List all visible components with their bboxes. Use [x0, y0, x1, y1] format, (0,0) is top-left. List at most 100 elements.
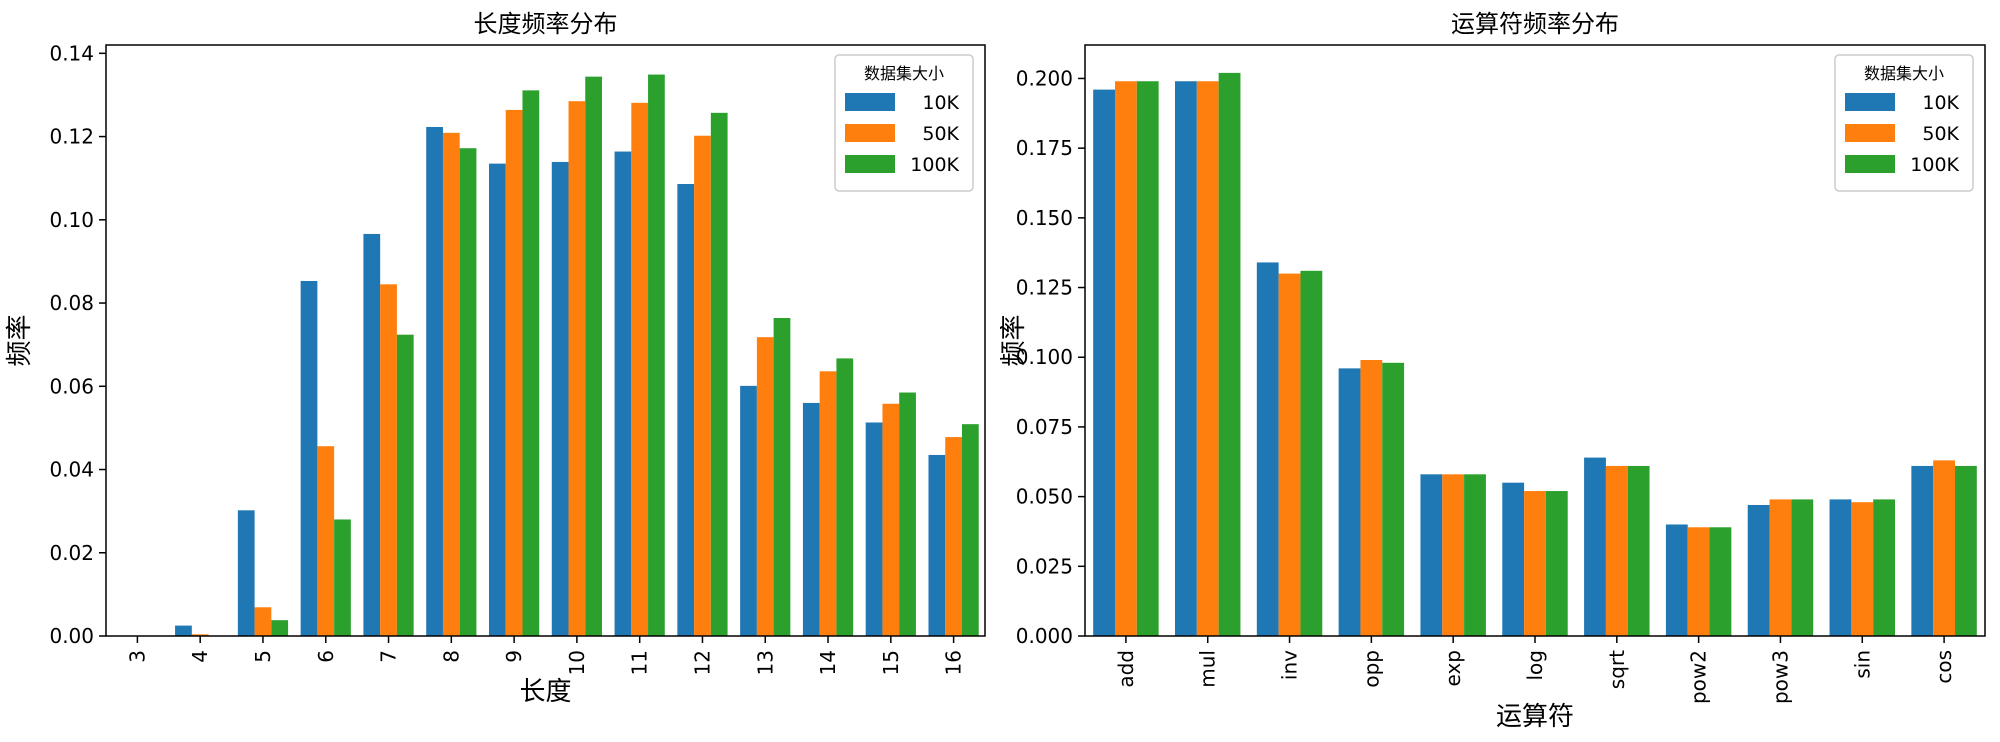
bar-10k-mul [1175, 81, 1197, 637]
y-tick-label: 0.175 [1016, 136, 1073, 160]
bar-10k-9 [488, 163, 506, 636]
bar-50k-6 [317, 446, 335, 636]
bar-100k-7 [396, 334, 414, 636]
legend: 数据集大小 10K 50K 100K [1834, 54, 1974, 192]
bar-100k-14 [836, 358, 854, 636]
x-tick-label: 12 [690, 650, 714, 675]
bar-10k-16 [928, 454, 946, 636]
x-tick-label: 10 [565, 650, 589, 675]
bar-100k-exp [1464, 474, 1486, 636]
bar-50k-11 [631, 102, 649, 636]
bar-100k-sin [1873, 499, 1895, 636]
bar-50k-log [1524, 491, 1546, 636]
legend-label-10k: 10K [1922, 92, 1959, 114]
bar-10k-7 [363, 233, 381, 636]
y-tick-label: 0.125 [1016, 276, 1073, 300]
plot-frame [105, 44, 986, 637]
bar-100k-mul [1218, 72, 1241, 636]
x-tick-label: 3 [125, 650, 149, 663]
bar-50k-9 [505, 109, 523, 636]
legend-swatch-10k [845, 93, 895, 111]
bar-50k-15 [882, 403, 900, 636]
bar-10k-opp [1338, 368, 1361, 636]
bar-100k-13 [773, 318, 791, 636]
bar-100k-5 [271, 620, 289, 636]
legend-label-50k: 50K [922, 123, 959, 145]
legend-label-100k: 100K [1910, 154, 1959, 176]
bar-50k-16 [945, 437, 962, 636]
y-tick-label: 0.200 [1016, 66, 1073, 90]
bar-50k-sin [1851, 502, 1874, 636]
x-tick-label: 9 [502, 650, 526, 663]
bar-50k-exp [1442, 474, 1465, 636]
length-frequency-chart: 长度频率分布 0.00 0.02 0.04 0.06 0.08 0.10 0.12 0.14 3 4… [5, 10, 986, 707]
bar-50k-pow3 [1769, 499, 1792, 636]
bar-50k-14 [819, 371, 837, 636]
x-axis-label: 运算符 [1496, 702, 1574, 732]
x-tick-label: inv [1278, 650, 1302, 680]
x-tick-label: pow3 [1768, 650, 1792, 704]
bar-100k-16 [961, 424, 979, 636]
bar-50k-7 [380, 284, 397, 636]
bar-100k-cos [1955, 465, 1977, 636]
bar-100k-pow2 [1709, 527, 1732, 636]
bar-10k-inv [1256, 262, 1279, 636]
bar-10k-8 [426, 126, 443, 636]
y-tick-label: 0.06 [49, 374, 94, 398]
legend-swatch-50k [845, 124, 895, 142]
y-tick-label: 0.150 [1016, 206, 1073, 230]
legend-swatch-100k [1845, 155, 1895, 173]
legend-title: 数据集大小 [1864, 64, 1944, 83]
bar-50k-13 [756, 337, 774, 636]
y-tick-label: 0.025 [1016, 554, 1073, 578]
bar-50k-10 [568, 101, 586, 636]
x-tick-label: 13 [753, 650, 777, 675]
bar-100k-8 [459, 148, 477, 636]
bar-50k-4 [191, 634, 209, 636]
bar-10k-14 [802, 402, 820, 636]
y-tick-label: 0.075 [1016, 415, 1073, 439]
y-tick-label: 0.14 [49, 41, 94, 65]
x-tick-label: log [1523, 650, 1547, 681]
bar-50k-add [1115, 81, 1137, 637]
bar-100k-10 [585, 76, 603, 637]
bar-50k-opp [1360, 360, 1383, 636]
bar-50k-cos [1933, 460, 1955, 636]
bar-10k-5 [237, 510, 255, 636]
bar-10k-4 [175, 625, 192, 636]
x-tick-label: 16 [942, 650, 966, 675]
bar-100k-9 [522, 90, 540, 637]
bar-100k-add [1136, 81, 1159, 637]
legend-label-50k: 50K [1922, 123, 1959, 145]
x-tick-label: sin [1850, 650, 1874, 679]
y-tick-label: 0.12 [49, 125, 94, 149]
x-tick-label: 4 [188, 650, 212, 663]
legend-swatch-100k [845, 155, 895, 173]
bar-100k-pow3 [1791, 499, 1814, 636]
x-tick-label: 5 [251, 650, 275, 663]
x-tick-label: 11 [628, 650, 652, 675]
x-tick-label: pow2 [1687, 650, 1711, 704]
x-tick-label: 8 [439, 650, 463, 663]
x-tick-label: sqrt [1605, 650, 1629, 689]
bar-100k-inv [1300, 270, 1323, 636]
x-tick-label: add [1114, 650, 1138, 688]
x-tick-label: 6 [314, 650, 338, 663]
legend: 数据集大小 10K 50K 100K [834, 54, 974, 192]
bar-50k-8 [442, 132, 460, 636]
bar-10k-log [1502, 482, 1525, 636]
bar-100k-6 [334, 519, 351, 636]
y-axis-label: 频率 [1000, 314, 1029, 366]
bar-50k-inv [1278, 273, 1301, 636]
y-tick-label: 0.00 [49, 624, 94, 648]
y-tick-label: 0.10 [49, 208, 94, 232]
chart-title: 长度频率分布 [474, 10, 618, 38]
x-tick-label: 7 [377, 650, 401, 663]
bar-50k-sqrt [1605, 465, 1628, 636]
y-tick-label: 0.04 [49, 458, 94, 482]
y-tick-label: 0.100 [1016, 345, 1073, 369]
y-axis-label: 频率 [5, 314, 35, 366]
legend-swatch-50k [1845, 124, 1895, 142]
bar-10k-12 [677, 184, 695, 636]
bar-100k-15 [899, 392, 916, 636]
